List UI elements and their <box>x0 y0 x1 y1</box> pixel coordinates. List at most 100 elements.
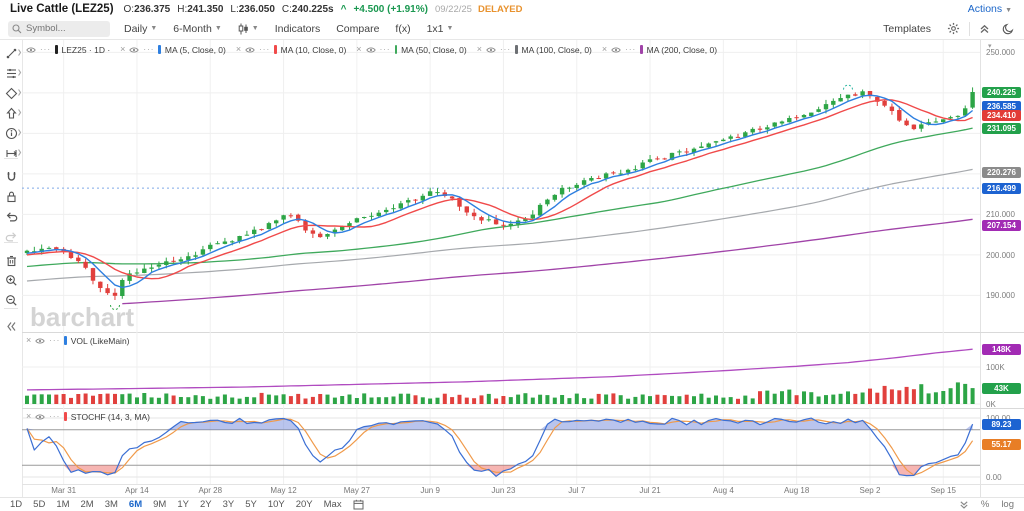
annotation-tool[interactable]: ❯ <box>3 125 22 141</box>
study-menu-button[interactable]: ··· <box>500 44 511 54</box>
rail-separator <box>4 308 18 309</box>
redo-tool[interactable] <box>3 228 20 244</box>
visibility-eye-icon[interactable] <box>26 46 36 54</box>
study-menu-button[interactable]: ··· <box>259 44 271 54</box>
visibility-eye-icon[interactable] <box>35 413 46 421</box>
actions-menu-button[interactable]: Actions ▼ <box>967 3 1012 15</box>
templates-button[interactable]: Templates <box>883 22 931 35</box>
trash-icon <box>7 255 16 266</box>
range-button-2m[interactable]: 2M <box>80 499 94 510</box>
collapse-rail-tool[interactable] <box>3 318 20 334</box>
range-button-1m[interactable]: 1M <box>56 499 70 510</box>
visibility-eye-icon[interactable] <box>245 46 255 54</box>
remove-study-button[interactable]: × <box>26 411 32 421</box>
custom-date-button[interactable] <box>353 499 364 510</box>
symbol-search-input[interactable] <box>8 20 110 37</box>
trend-line-tool[interactable]: ❯ <box>3 45 22 61</box>
volume-study-label: VOL (LikeMain) <box>70 335 130 346</box>
remove-study-button[interactable]: × <box>120 44 126 54</box>
range-button-1d[interactable]: 1D <box>10 499 23 510</box>
lock-tool[interactable] <box>3 188 20 204</box>
arrow-marker-tool[interactable]: ❯ <box>3 105 22 121</box>
remove-study-button[interactable]: × <box>476 44 482 54</box>
axis-price-badge: 207.154 <box>982 220 1021 232</box>
study-menu-button[interactable]: ··· <box>625 44 637 54</box>
series-color-chip <box>64 412 67 421</box>
indicators-button[interactable]: Indicators <box>274 22 321 35</box>
axis-tick-label: 190.000 <box>986 291 1015 301</box>
time-axis-label: Jul 21 <box>639 486 661 495</box>
trash-tool[interactable] <box>3 252 20 268</box>
axis-settings-icon[interactable]: ▾ <box>988 43 992 50</box>
collapse-panel-button[interactable] <box>979 23 990 34</box>
undo-tool[interactable] <box>3 208 20 224</box>
search-icon <box>12 23 22 33</box>
study-menu-button[interactable]: ··· <box>49 335 61 345</box>
series-color-chip <box>394 45 398 54</box>
drawing-tools-rail: ❯ ❯ ❯ ❯ ❯ ❯ <box>0 40 22 497</box>
range-button-2y[interactable]: 2Y <box>199 499 212 510</box>
visibility-eye-icon[interactable] <box>365 46 376 54</box>
fx-button[interactable]: f(x) <box>395 22 411 35</box>
main-price-pane[interactable]: barchart <box>22 40 980 332</box>
range-button-1y[interactable]: 1Y <box>177 499 189 510</box>
range-button-20y[interactable]: 20Y <box>295 499 313 510</box>
scroll-to-recent-button[interactable] <box>959 500 969 510</box>
study-menu-button[interactable]: ··· <box>40 44 51 54</box>
range-button-6m[interactable]: 6M <box>128 499 143 510</box>
price-change: +4.500 (+1.91%) <box>353 3 428 15</box>
visibility-eye-icon[interactable] <box>35 337 46 345</box>
magnet-icon <box>7 171 16 181</box>
study-menu-button[interactable]: ··· <box>143 44 155 54</box>
range-button-max[interactable]: Max <box>323 499 342 510</box>
period-dropdown[interactable]: Daily ▼ <box>124 22 158 35</box>
settings-button[interactable] <box>947 22 960 35</box>
overlay-ma100 <box>26 168 973 282</box>
series-color-chip <box>515 45 518 54</box>
dark-mode-button[interactable] <box>1002 23 1014 35</box>
zoom-out-tool[interactable] <box>3 292 20 308</box>
axis-price-badge: 43K <box>982 382 1021 394</box>
study-menu-button[interactable]: ··· <box>379 44 391 54</box>
axis-divider <box>980 40 981 497</box>
measure-icon <box>6 149 17 157</box>
symbol-search <box>8 20 110 37</box>
remove-study-button[interactable]: × <box>26 335 32 345</box>
main-legend: ··· LEZ25 · 1D · × ··· MA (5, Close, 0) × ··· M… <box>26 44 717 55</box>
log-scale-toggle[interactable]: log <box>1001 499 1014 510</box>
visibility-eye-icon[interactable] <box>611 46 621 54</box>
study-menu-button[interactable]: ··· <box>49 411 61 421</box>
zoom-in-tool[interactable] <box>3 272 20 288</box>
remove-study-button[interactable]: × <box>356 44 362 54</box>
remove-study-button[interactable]: × <box>601 44 608 54</box>
range-button-5y[interactable]: 5Y <box>245 499 257 510</box>
visibility-eye-icon[interactable] <box>129 46 140 54</box>
percent-scale-toggle[interactable]: % <box>980 499 990 510</box>
range-button-5d[interactable]: 5D <box>33 499 46 510</box>
range-button-3y[interactable]: 3Y <box>222 499 235 510</box>
stochastic-pane[interactable] <box>22 408 980 484</box>
range-button-10y[interactable]: 10Y <box>267 499 285 510</box>
compare-button[interactable]: Compare <box>336 22 380 35</box>
shapes-tool[interactable]: ❯ <box>3 85 22 101</box>
visibility-eye-icon[interactable] <box>486 46 496 54</box>
time-axis-label: May 27 <box>343 486 370 495</box>
ohlc-item: C:240.225s <box>281 3 334 15</box>
double-chevron-down-icon <box>960 500 968 509</box>
volume-pane[interactable] <box>22 332 980 408</box>
fibonacci-tool[interactable]: ❯ <box>3 65 22 81</box>
remove-study-button[interactable]: × <box>235 44 242 54</box>
stoch-study-label: STOCHF (14, 3, MA) <box>70 411 150 422</box>
time-axis-label: Jun 23 <box>491 486 516 495</box>
range-button-3m[interactable]: 3M <box>104 499 118 510</box>
measure-tool[interactable]: ❯ <box>3 145 22 161</box>
axis-tick-label: 250.000 <box>986 48 1015 58</box>
range-dropdown[interactable]: 6-Month ▼ <box>173 22 222 35</box>
magnet-tool[interactable] <box>3 168 20 184</box>
axis-tick-label: 100.00 <box>986 414 1010 423</box>
lock-icon <box>7 191 16 202</box>
chart-type-dropdown[interactable]: ▼ <box>238 23 259 35</box>
range-button-9m[interactable]: 9M <box>153 499 167 510</box>
quote-date: 09/22/25 <box>434 3 472 15</box>
layout-dropdown[interactable]: 1x1 ▼ <box>426 22 454 35</box>
